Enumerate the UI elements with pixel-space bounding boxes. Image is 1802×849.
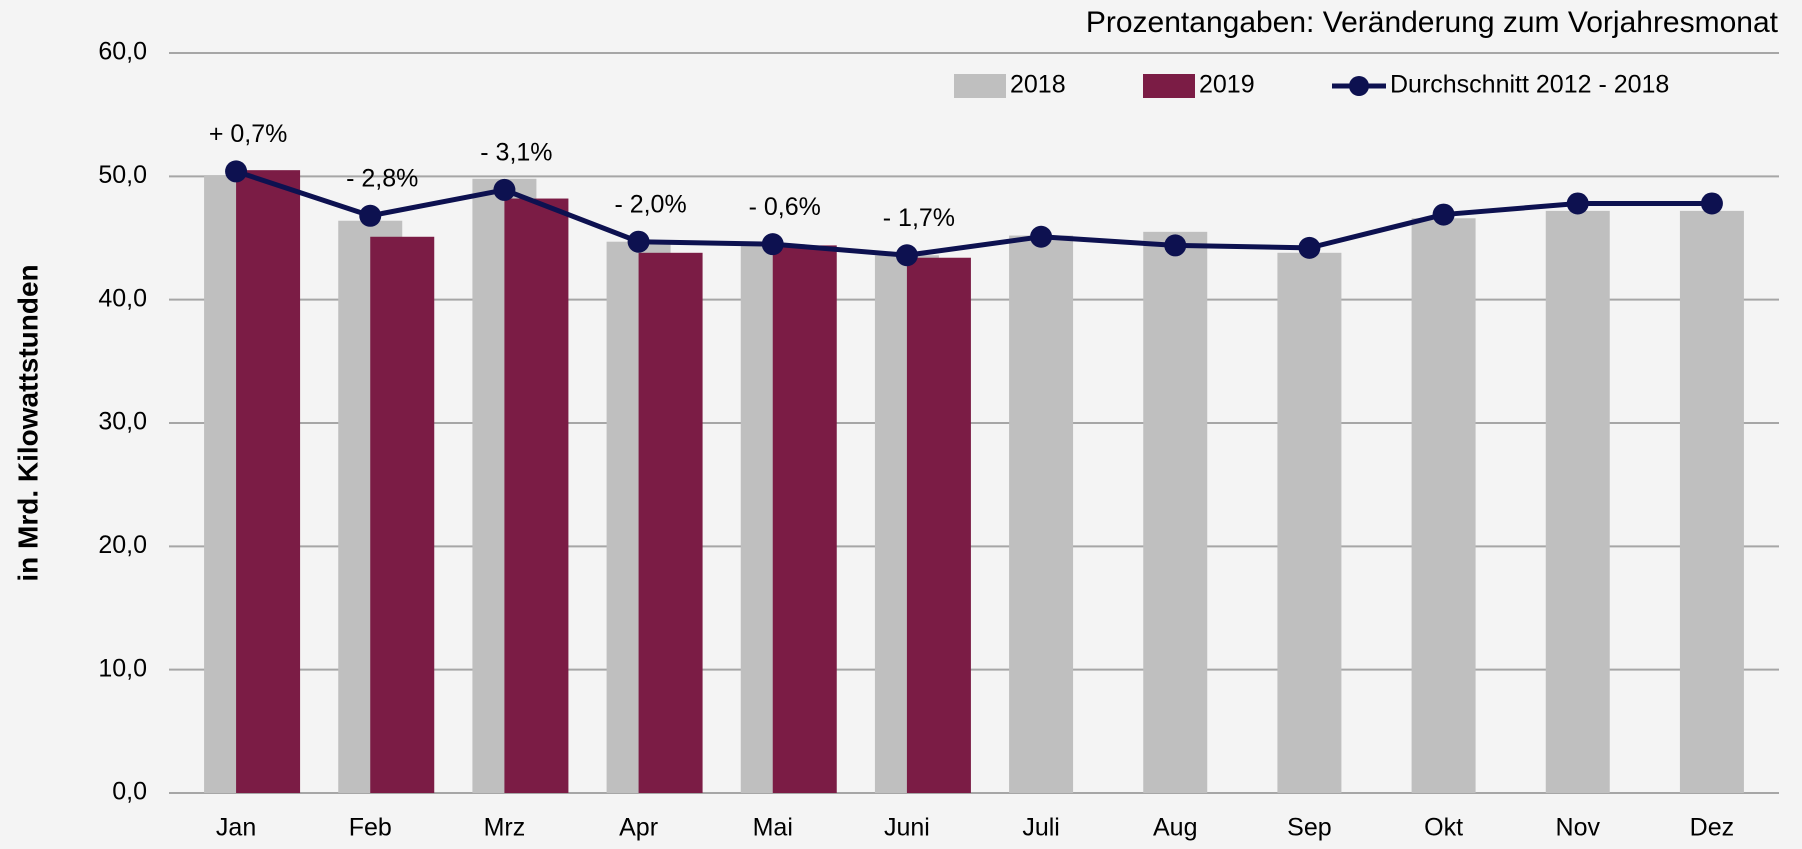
bar (1545, 210, 1610, 793)
line (235, 169, 1712, 258)
line-marker (1298, 236, 1321, 259)
line-marker (1164, 234, 1187, 257)
bar (1009, 235, 1074, 794)
y-tick-label: 30,0 (98, 408, 147, 436)
legend-label: Durchschnitt 2012 - 2018 (1390, 71, 1669, 99)
legend-marker (1349, 76, 1369, 96)
bar (1277, 252, 1342, 794)
chart-title: Prozentangaben: Veränderung zum Vorjahre… (1086, 6, 1779, 39)
line-marker (1432, 203, 1455, 226)
x-tick-label: Mai (753, 814, 793, 842)
x-tick-label: Juni (884, 814, 930, 842)
y-tick-label: 60,0 (98, 38, 147, 66)
y-tick-label: 20,0 (98, 531, 147, 559)
line-marker (1030, 225, 1053, 248)
y-tick-label: 0,0 (112, 778, 147, 806)
y-tick-label: 40,0 (98, 284, 147, 312)
annotation: + 0,7% (209, 120, 288, 148)
x-tick-label: Sep (1287, 814, 1331, 842)
legend-label: 2018 (1010, 71, 1066, 99)
bar (1143, 231, 1208, 794)
line-marker (1566, 192, 1589, 215)
annotation: - 0,6% (749, 193, 821, 221)
x-tick-label: Apr (619, 814, 658, 842)
bar (1679, 210, 1744, 793)
bar (236, 170, 301, 793)
bar (638, 252, 703, 794)
line-marker (627, 230, 650, 253)
annotation: - 3,1% (480, 139, 552, 167)
line-marker (493, 178, 516, 201)
bar (906, 257, 971, 793)
legend-swatch (954, 74, 1006, 98)
bar (370, 236, 435, 793)
legend-swatch (1143, 74, 1195, 98)
x-tick-label: Nov (1556, 814, 1601, 842)
x-tick-label: Juli (1022, 814, 1060, 842)
x-tick-label: Okt (1424, 814, 1463, 842)
bar (772, 245, 837, 793)
x-tick-label: Dez (1690, 814, 1734, 842)
legend-label: 2019 (1199, 71, 1255, 99)
x-tick-label: Jan (216, 814, 256, 842)
line-marker (1700, 192, 1723, 215)
bar (504, 198, 569, 794)
annotation: - 1,7% (883, 204, 955, 232)
line-marker (895, 244, 918, 267)
annotation: - 2,8% (346, 164, 418, 192)
annotation: - 2,0% (614, 190, 686, 218)
y-tick-label: 50,0 (98, 161, 147, 189)
y-tick-label: 10,0 (98, 654, 147, 682)
x-tick-label: Mrz (484, 814, 526, 842)
line-marker (761, 233, 784, 256)
line-marker (225, 160, 248, 183)
x-tick-label: Feb (349, 814, 392, 842)
y-axis-label: in Mrd. Kilowattstunden (12, 264, 43, 581)
bar (1411, 218, 1476, 793)
x-tick-label: Aug (1153, 814, 1197, 842)
line-marker (359, 204, 382, 227)
